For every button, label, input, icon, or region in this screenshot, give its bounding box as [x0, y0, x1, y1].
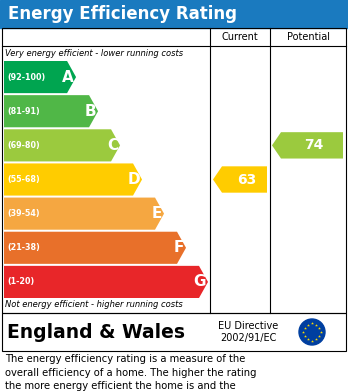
Text: The energy efficiency rating is a measure of the
overall efficiency of a home. T: The energy efficiency rating is a measur… [5, 354, 256, 391]
Text: (1-20): (1-20) [7, 278, 34, 287]
Text: C: C [107, 138, 118, 153]
Text: (21-38): (21-38) [7, 243, 40, 252]
Polygon shape [4, 197, 164, 230]
Circle shape [299, 319, 325, 345]
Text: (69-80): (69-80) [7, 141, 40, 150]
Text: A: A [62, 70, 74, 84]
Text: Very energy efficient - lower running costs: Very energy efficient - lower running co… [5, 49, 183, 58]
Bar [0, 0, 348, 28]
Text: E: E [152, 206, 162, 221]
Text: D: D [127, 172, 140, 187]
Text: Potential: Potential [286, 32, 330, 42]
Polygon shape [4, 232, 186, 264]
Text: (55-68): (55-68) [7, 175, 40, 184]
Text: 63: 63 [237, 172, 256, 187]
Text: Current: Current [222, 32, 258, 42]
Polygon shape [4, 95, 98, 127]
Text: England & Wales: England & Wales [7, 323, 185, 341]
Polygon shape [272, 132, 343, 158]
Text: B: B [85, 104, 96, 119]
Text: 74: 74 [304, 138, 324, 152]
Text: EU Directive
2002/91/EC: EU Directive 2002/91/EC [218, 321, 278, 343]
Polygon shape [4, 163, 142, 196]
Polygon shape [4, 266, 208, 298]
Text: Not energy efficient - higher running costs: Not energy efficient - higher running co… [5, 300, 183, 309]
Polygon shape [4, 129, 120, 161]
Bar [2, 313, 346, 351]
Text: Energy Efficiency Rating: Energy Efficiency Rating [8, 5, 237, 23]
Text: (39-54): (39-54) [7, 209, 40, 218]
Text: G: G [193, 274, 206, 289]
Text: (92-100): (92-100) [7, 73, 45, 82]
Polygon shape [4, 61, 76, 93]
Polygon shape [213, 166, 267, 193]
Bar [2, 28, 346, 313]
Text: F: F [174, 240, 184, 255]
Text: (81-91): (81-91) [7, 107, 40, 116]
